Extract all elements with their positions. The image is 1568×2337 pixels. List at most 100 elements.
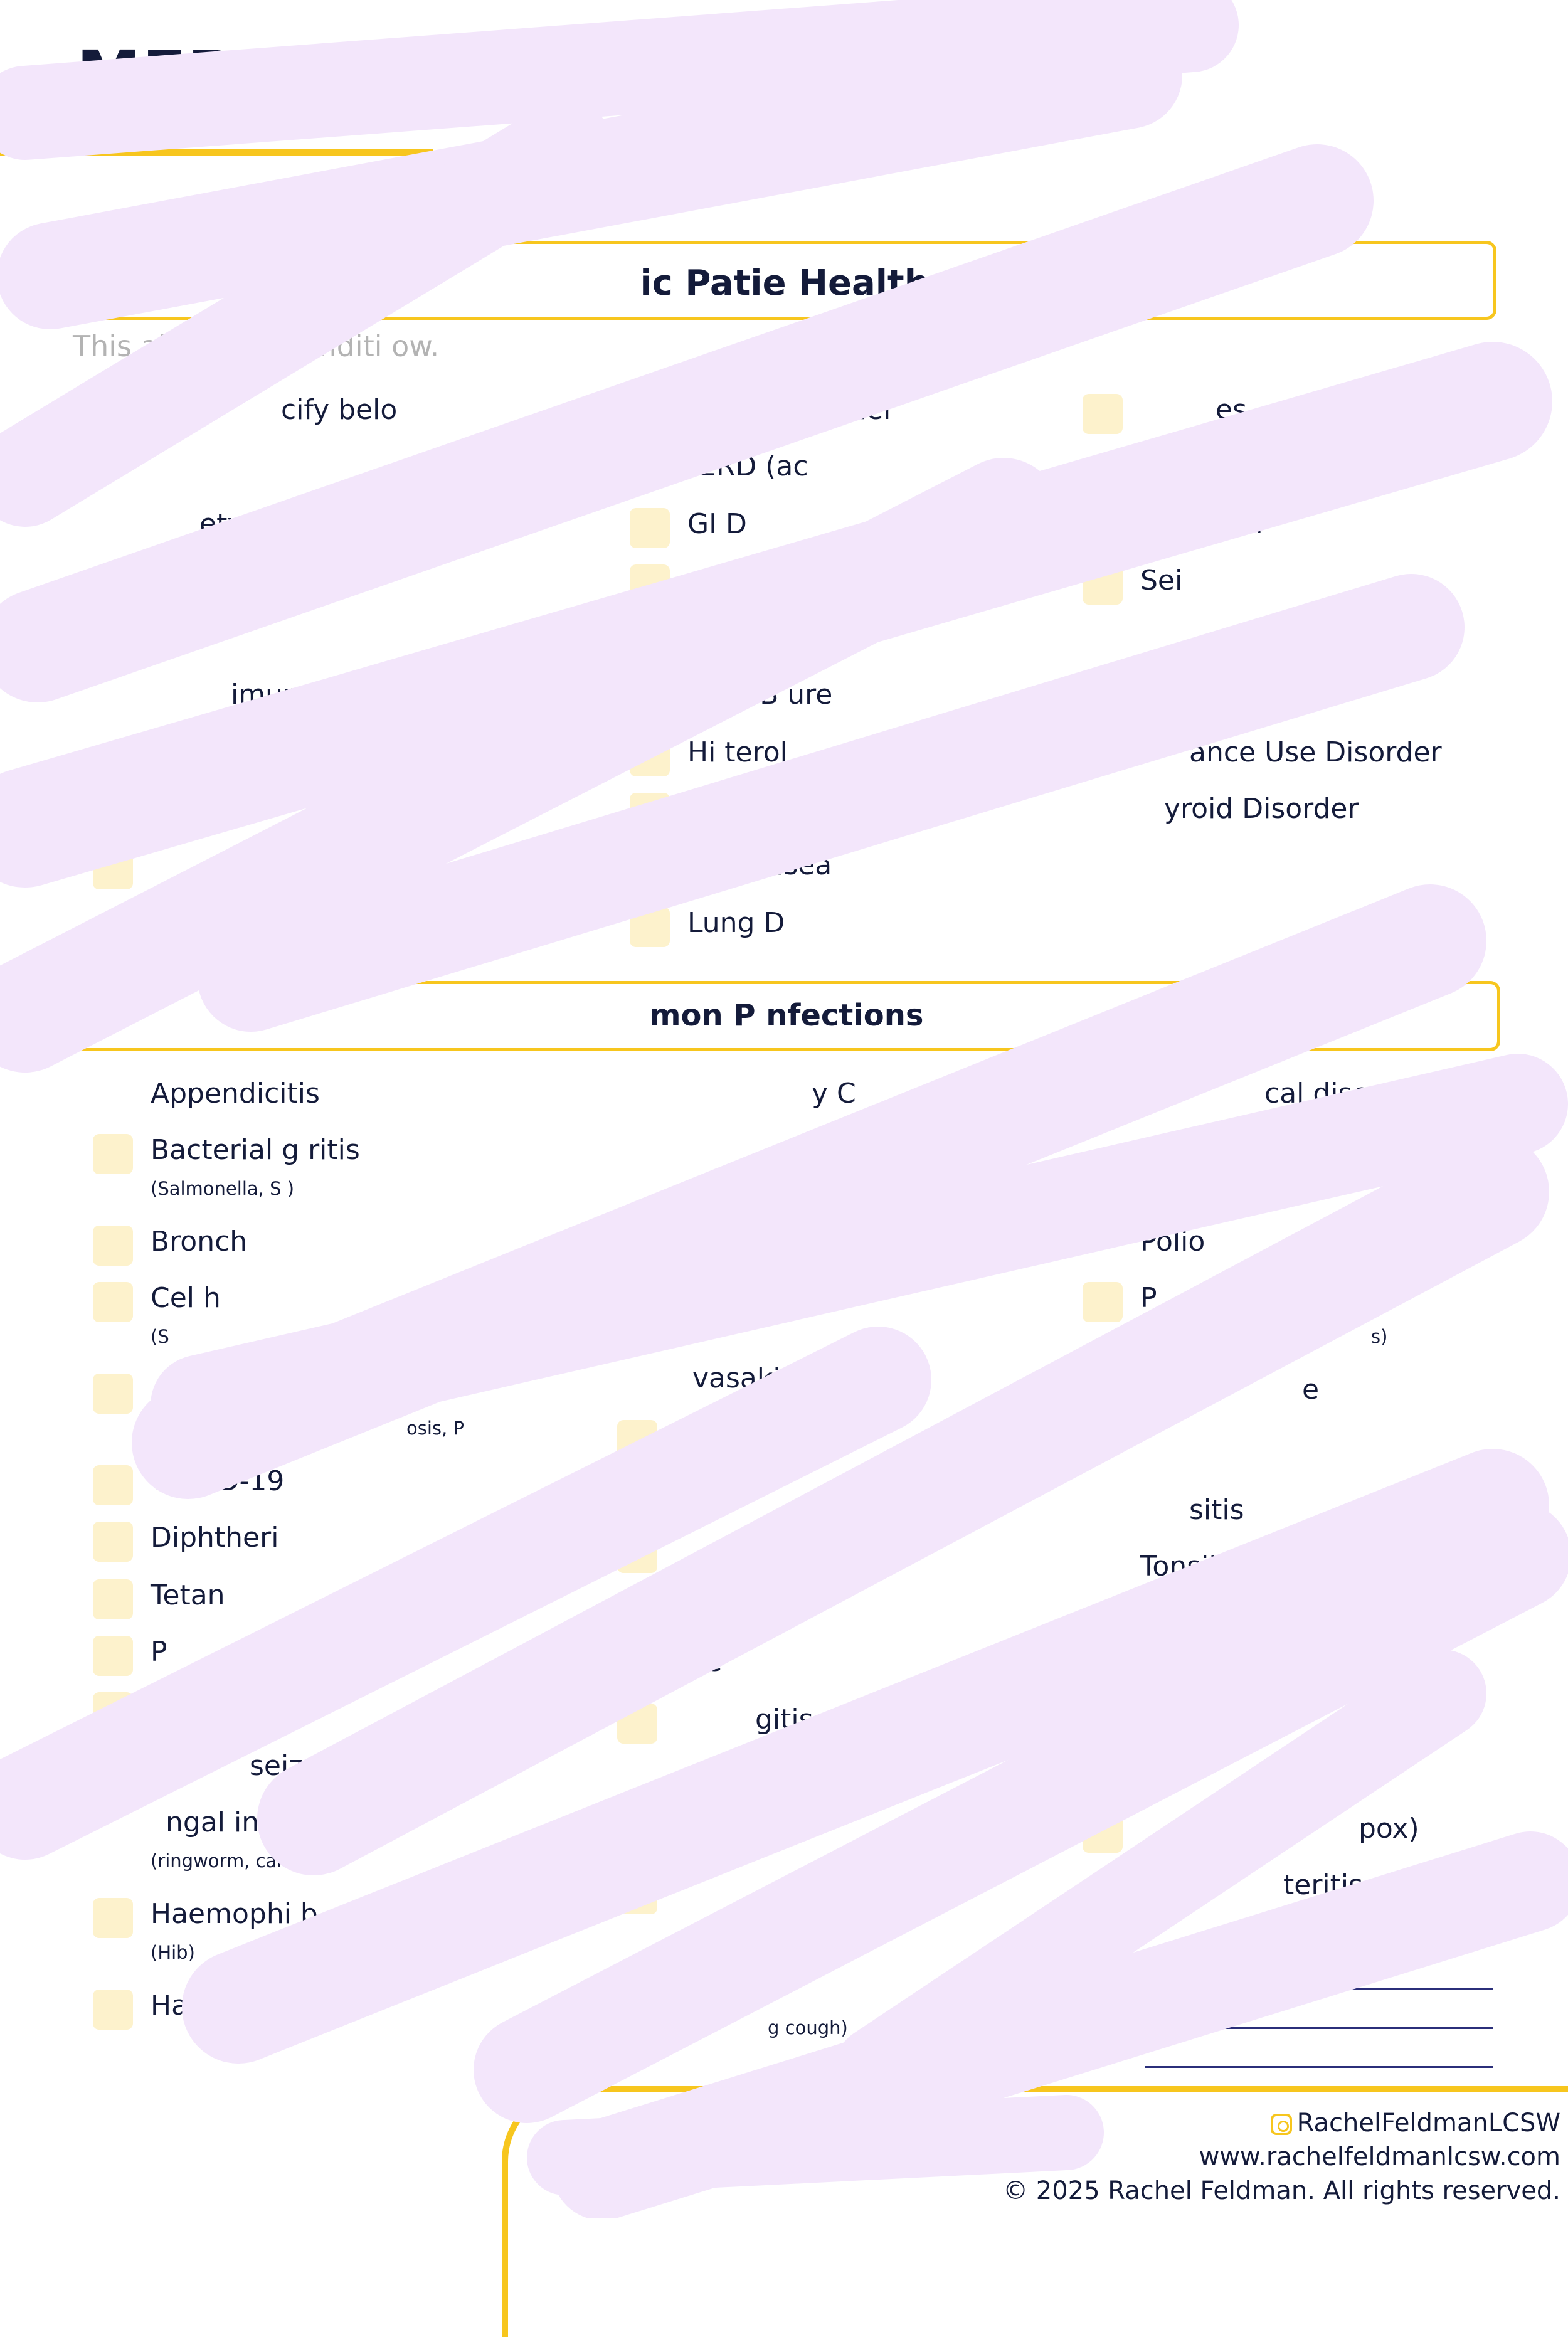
checkbox[interactable] — [93, 1898, 133, 1938]
item-label: sitis — [1189, 1494, 1244, 1526]
write-in-line[interactable] — [1224, 1988, 1493, 1990]
checkbox[interactable] — [617, 1646, 657, 1686]
page-title: MEDICAL HIST Y BOOKL — [77, 36, 956, 113]
checkbox[interactable] — [93, 1374, 133, 1414]
title-underline — [0, 149, 433, 156]
item-label: Disease — [780, 793, 889, 825]
checkbox[interactable] — [630, 679, 670, 719]
checkbox[interactable] — [93, 1226, 133, 1266]
item-label: GI D — [687, 508, 747, 540]
checkbox[interactable] — [93, 1282, 133, 1322]
checkbox[interactable] — [93, 622, 133, 662]
checkbox[interactable] — [617, 1818, 657, 1858]
item-label: ety — [199, 508, 244, 540]
item-label: es, M el — [730, 1533, 837, 1565]
item-label: pox) — [1359, 1813, 1419, 1845]
item-note: osis, P — [406, 1418, 464, 1439]
footer-website[interactable]: www.rachelfeldmanlcsw.com — [1199, 2143, 1560, 2171]
checkbox[interactable] — [93, 1692, 133, 1732]
checkbox[interactable] — [1083, 1813, 1123, 1853]
item-label: s — [312, 1692, 327, 1724]
checkbox[interactable] — [630, 736, 670, 776]
checkbox[interactable] — [93, 1465, 133, 1505]
item-label: Polio — [1140, 1226, 1205, 1258]
write-in-line[interactable] — [1170, 2027, 1493, 2029]
item-label: Appendicitis — [151, 1078, 320, 1110]
section-1-title: ic Patie Health — [640, 263, 930, 304]
checkbox[interactable] — [93, 849, 133, 889]
item-label: es — [1216, 394, 1247, 426]
item-label: urological D — [1158, 450, 1323, 482]
checkbox[interactable] — [93, 793, 133, 833]
item-label: seizures — [250, 1750, 363, 1782]
checkbox[interactable] — [93, 1134, 133, 1174]
checkbox[interactable] — [617, 1533, 657, 1573]
section-2-title: mon P nfections — [649, 998, 924, 1033]
checkbox[interactable] — [617, 1420, 657, 1460]
item-label: Haemophi b — [151, 1898, 318, 1930]
checkbox[interactable] — [630, 508, 670, 548]
checkbox[interactable] — [630, 564, 670, 605]
section-2-column-2: y C adol mp vasaki Lyme M es, M el osel … — [617, 1076, 1069, 2055]
item-label: adol — [734, 1192, 793, 1224]
checkbox[interactable] — [617, 1874, 657, 1914]
footer-instagram[interactable]: RachelFeldmanLCSW — [1270, 2109, 1560, 2138]
item-label: esp — [1271, 1665, 1320, 1697]
item-label: mp — [680, 1248, 724, 1280]
item-label: ERD (ac — [699, 450, 808, 482]
checkbox[interactable] — [1083, 564, 1123, 605]
item-note: c.) — [856, 1917, 879, 1938]
item-note: (Hib) — [151, 1942, 195, 1963]
item-note: (con — [1140, 1765, 1180, 1786]
checkbox[interactable] — [1083, 508, 1123, 548]
item-label: ease — [803, 564, 869, 596]
item-label: P — [151, 1636, 167, 1668]
item-label: rthriti — [156, 566, 233, 598]
item-label: COVID-19 — [151, 1465, 285, 1497]
instagram-handle: RachelFeldmanLCSW — [1296, 2109, 1560, 2138]
section-1-column-1: cify belo ety rthriti A imur ood D Car c… — [93, 393, 595, 957]
checkbox[interactable] — [617, 1704, 657, 1744]
item-label: cal disease — [1264, 1078, 1418, 1110]
checkbox[interactable] — [1083, 394, 1123, 434]
item-label: Lyme — [675, 1420, 748, 1452]
item-label: gitis — [755, 1704, 813, 1736]
checkbox[interactable] — [630, 907, 670, 947]
checkbox[interactable] — [617, 1475, 657, 1515]
item-note: virus, adenovirus) — [1277, 1913, 1441, 1934]
item-label: High B ure — [687, 679, 833, 711]
checkbox[interactable] — [630, 793, 670, 833]
checkbox[interactable] — [1083, 1608, 1123, 1648]
item-label: osel — [690, 1589, 746, 1621]
item-label: Hand, n diseas — [151, 1990, 355, 2022]
bottom-accent-arc — [502, 2086, 690, 2337]
item-label: Fi e — [675, 1646, 723, 1678]
checkbox[interactable] — [93, 1522, 133, 1562]
item-label: Tetan — [151, 1579, 225, 1611]
checkbox[interactable] — [1083, 1282, 1123, 1322]
footer-copyright: © 2025 Rachel Feldman. All rights reserv… — [1003, 2176, 1560, 2205]
item-label: P — [262, 849, 279, 881]
item-label: ood D — [168, 736, 250, 768]
instagram-icon — [1270, 2114, 1292, 2135]
item-label: A — [151, 622, 170, 654]
item-label: P — [1140, 1282, 1157, 1314]
item-label: Diphtheri — [151, 1522, 279, 1554]
item-label: Disorder — [778, 394, 895, 426]
checkbox[interactable] — [93, 1579, 133, 1619]
item-label: Tonsilli — [1140, 1550, 1232, 1582]
checkbox[interactable] — [93, 1990, 133, 2030]
checkbox[interactable] — [93, 1636, 133, 1676]
item-label: onia — [1214, 1134, 1273, 1166]
item-label: T — [1140, 1608, 1157, 1640]
item-label: ance Use Disorder — [1189, 736, 1442, 768]
item-note: g cough) — [768, 2017, 848, 2038]
item-label: s — [912, 1874, 926, 1906]
item-note: (Salmonella, S ) — [151, 1178, 295, 1199]
item-label: Cel h — [151, 1282, 221, 1314]
item-label: yroid Disorder — [1164, 793, 1359, 825]
write-in-line[interactable] — [1145, 2066, 1493, 2068]
item-note: l, bacterial, at — [1164, 1178, 1291, 1199]
item-label: e — [1302, 1374, 1320, 1406]
section-2-column-1: Appendicitis Bacterial g ritis (Salmonell… — [93, 1076, 613, 2055]
